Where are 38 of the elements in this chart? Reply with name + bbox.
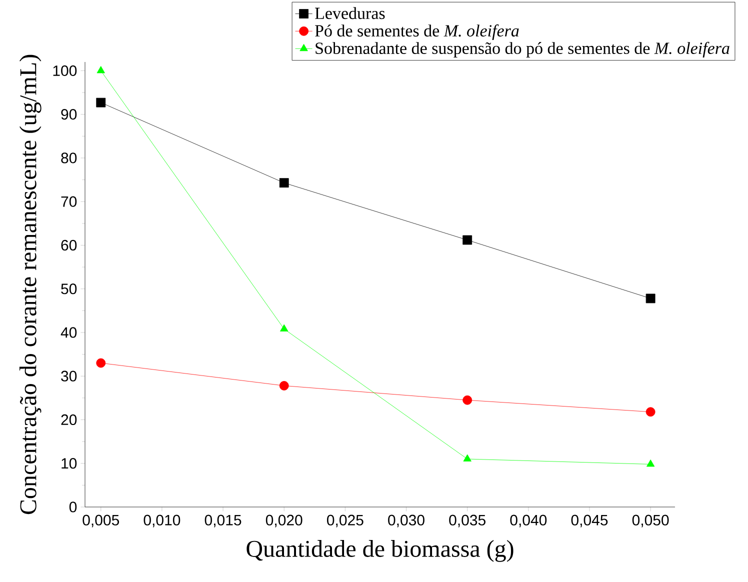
x-tick-label: 0,040	[510, 514, 547, 528]
point	[462, 395, 472, 405]
point	[279, 381, 289, 390]
point	[462, 235, 472, 245]
x-tick-label: 0,025	[327, 514, 364, 528]
x-tick-label: 0,020	[266, 514, 302, 528]
y-tick-label: 60	[61, 240, 77, 251]
point	[96, 358, 106, 368]
y-tick-label: 70	[61, 196, 77, 207]
x-tick-label: 0,015	[204, 514, 242, 528]
x-axis-title: Quantidade de biomassa (g)	[246, 540, 514, 562]
y-tick-label: 10	[62, 458, 77, 469]
x-tick-label: 0,005	[82, 514, 120, 528]
legend-label: Pó de sementes de M. oleifera	[315, 24, 519, 40]
y-tick-label: 100	[53, 65, 77, 76]
legend-label: Sobrenadante de suspensão do pó de sementes de M. oleifera	[316, 42, 730, 58]
x-tick-label: 0,010	[144, 514, 180, 528]
point	[96, 66, 105, 74]
x-tick-label: 0,035	[449, 514, 486, 528]
point	[96, 98, 106, 108]
y-tick-label: 80	[61, 152, 77, 164]
x-tick-label: 0,030	[388, 514, 424, 528]
x-tick-label: 0,045	[571, 514, 608, 528]
y-tick-label: 30	[61, 370, 77, 382]
y-tick-label: 40	[60, 327, 77, 338]
x-tick-label: 0,050	[632, 514, 669, 528]
y-tick-label: 50	[61, 284, 77, 294]
y-tick-label: 20	[61, 414, 77, 426]
legend-label: Leveduras	[315, 7, 385, 20]
y-axis-title: Concentração do corante remanescente (ug/mL)	[19, 54, 42, 514]
y-tick-label: 90	[61, 109, 77, 120]
y-tick-label: 0	[69, 502, 77, 512]
point	[463, 454, 472, 462]
point	[646, 407, 656, 417]
point	[280, 324, 288, 332]
point	[646, 460, 655, 467]
point	[646, 294, 656, 304]
point	[279, 178, 289, 188]
